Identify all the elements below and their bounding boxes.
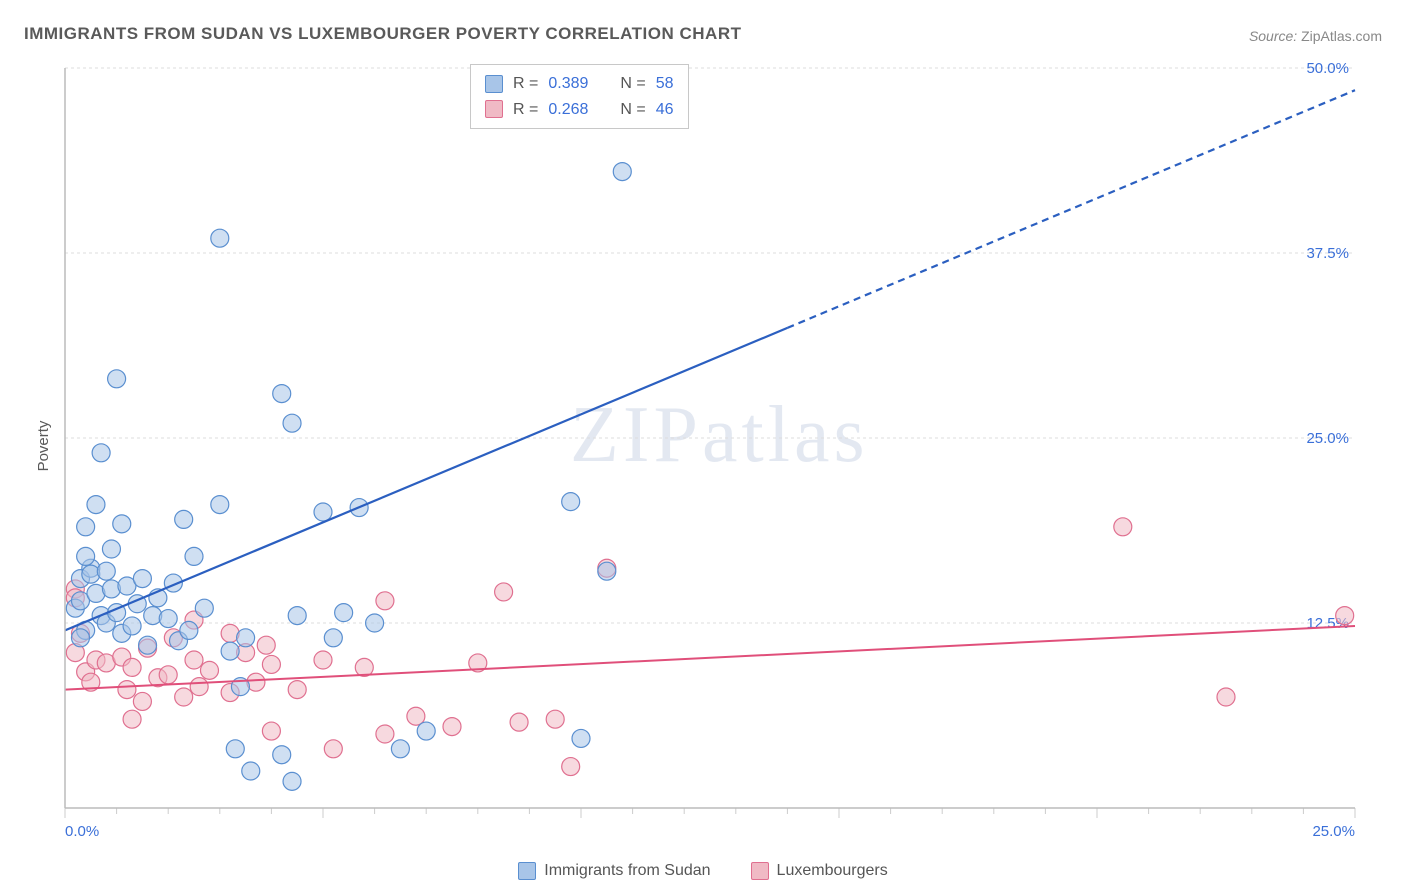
n-value-1: 58 (656, 71, 674, 97)
svg-text:0.0%: 0.0% (65, 823, 99, 840)
chart-area: 12.5%25.0%37.5%50.0%0.0%25.0% (50, 60, 1380, 840)
n-label: N = (620, 71, 645, 97)
swatch-icon (751, 862, 769, 880)
r-label: R = (513, 97, 538, 123)
r-label: R = (513, 71, 538, 97)
r-value-1: 0.389 (548, 71, 588, 97)
svg-text:37.5%: 37.5% (1306, 245, 1349, 262)
n-value-2: 46 (656, 97, 674, 123)
swatch-series-2 (485, 100, 503, 118)
n-label: N = (620, 97, 645, 123)
legend-row-series-2: R = 0.268 N = 46 (485, 97, 674, 123)
svg-text:50.0%: 50.0% (1306, 60, 1349, 77)
legend-label-1: Immigrants from Sudan (544, 862, 710, 880)
chart-title: IMMIGRANTS FROM SUDAN VS LUXEMBOURGER PO… (24, 24, 742, 44)
source-value: ZipAtlas.com (1301, 28, 1382, 44)
legend-item-1: Immigrants from Sudan (518, 862, 710, 880)
legend-row-series-1: R = 0.389 N = 58 (485, 71, 674, 97)
svg-text:25.0%: 25.0% (1306, 430, 1349, 447)
correlation-legend: R = 0.389 N = 58 R = 0.268 N = 46 (470, 64, 689, 129)
swatch-icon (518, 862, 536, 880)
r-value-2: 0.268 (548, 97, 588, 123)
legend-item-2: Luxembourgers (751, 862, 888, 880)
source-attribution: Source: ZipAtlas.com (1249, 28, 1382, 44)
legend-label-2: Luxembourgers (777, 862, 888, 880)
swatch-series-1 (485, 75, 503, 93)
series-legend: Immigrants from Sudan Luxembourgers (0, 862, 1406, 880)
scatter-chart: 12.5%25.0%37.5%50.0%0.0%25.0% (50, 60, 1380, 840)
source-label: Source: (1249, 28, 1297, 44)
svg-text:25.0%: 25.0% (1312, 823, 1355, 840)
